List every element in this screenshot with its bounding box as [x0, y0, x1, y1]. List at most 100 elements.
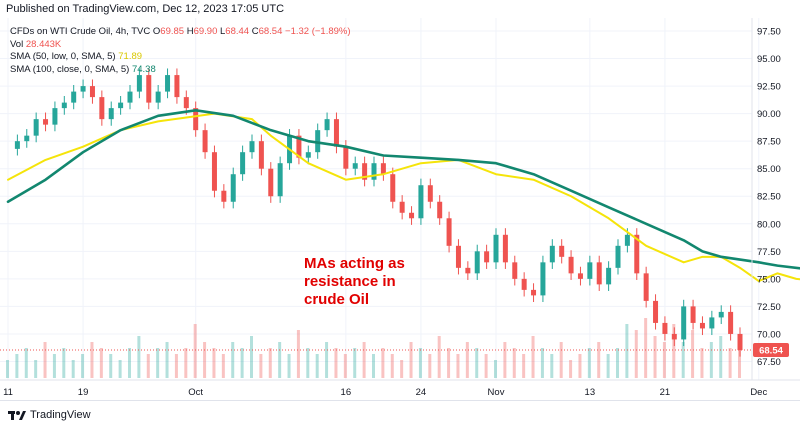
- candle-body: [653, 300, 659, 323]
- candle-body: [690, 306, 696, 323]
- legend-change: −1.32 (−1.89%): [285, 26, 351, 37]
- volume-bar: [372, 354, 375, 378]
- last-price-label: 68.54: [759, 346, 783, 357]
- volume-bar: [512, 348, 516, 378]
- footer: TradingView: [0, 400, 800, 430]
- volume-bar: [174, 354, 178, 378]
- chart-legend: CFDs on WTI Crude Oil, 4h, TVC O69.85 H6…: [10, 26, 351, 76]
- candle-body: [362, 163, 368, 180]
- candle-body: [465, 267, 471, 274]
- candle-body: [596, 262, 602, 285]
- candle-body: [174, 75, 180, 98]
- sma50-line: [7, 112, 800, 283]
- volume-bar: [381, 348, 385, 378]
- volume-bar: [296, 330, 300, 378]
- volume-bar: [156, 348, 160, 378]
- candle-body: [418, 185, 424, 219]
- candle-body: [193, 108, 199, 131]
- time-tick-label: 21: [660, 387, 671, 398]
- candle-body: [61, 102, 67, 109]
- volume-bar: [662, 342, 666, 378]
- volume-bar: [109, 354, 113, 378]
- tradingview-logo[interactable]: TradingView: [8, 409, 91, 421]
- last-price-badge: [753, 343, 789, 358]
- volume-bar: [447, 348, 451, 378]
- price-chart[interactable]: 97.50 95.00 92.50 90.00 87.50 85.00 82.50 80.00…: [0, 0, 800, 400]
- time-tick-label: Dec: [750, 387, 767, 398]
- tradingview-icon: [8, 411, 26, 420]
- volume-bar: [709, 342, 713, 378]
- volume-bar: [522, 354, 526, 378]
- volume-bar: [165, 342, 169, 378]
- candle-body: [99, 97, 105, 120]
- volume-bar: [43, 342, 47, 378]
- chart-annotation: MAs acting as resistance in crude Oil: [304, 255, 405, 308]
- volume-bar: [644, 318, 648, 378]
- candle-body: [211, 152, 217, 191]
- candle-body: [155, 91, 161, 103]
- volume-bar: [343, 354, 347, 378]
- volume-bar: [634, 330, 638, 378]
- price-tick-label: 90.00: [757, 109, 781, 120]
- volume-bar: [625, 324, 629, 378]
- candle-body: [221, 190, 227, 202]
- sma100-line: [6, 109, 800, 270]
- legend-open-value: 69.85: [160, 26, 185, 37]
- legend-volume-label: Vol: [10, 38, 24, 50]
- time-tick-label: 24: [416, 387, 427, 398]
- legend-open-label: O: [152, 26, 161, 37]
- candle-body: [446, 218, 452, 246]
- volume-bar: [259, 354, 263, 378]
- candle-body: [249, 141, 255, 153]
- candle-body: [296, 135, 302, 158]
- candle-body: [14, 141, 20, 149]
- candle-body: [577, 273, 583, 279]
- legend-high-value: 69.90: [193, 26, 218, 37]
- candle-body: [624, 234, 630, 246]
- volume-bar: [278, 342, 282, 378]
- volume-bar: [193, 324, 197, 378]
- legend-high-label: H: [186, 26, 194, 37]
- volume-bar: [484, 354, 488, 378]
- volume-bar: [231, 342, 235, 378]
- tradingview-brand: TradingView: [30, 409, 91, 421]
- volume-bar: [118, 360, 122, 378]
- legend-low-label: L: [220, 26, 226, 37]
- price-tick-label: 75.00: [757, 274, 781, 285]
- volume-bar: [550, 354, 554, 378]
- legend-symbol-row: CFDs on WTI Crude Oil, 4h, TVC O69.85 H6…: [10, 26, 351, 39]
- legend-sma100-row: SMA (100, close, 0, SMA, 5) 74.38: [10, 64, 351, 77]
- volume-bar: [456, 354, 460, 378]
- candle-body: [343, 146, 349, 169]
- candle-body: [540, 262, 546, 296]
- volume-bar: [672, 324, 676, 378]
- time-tick-label: Nov: [488, 387, 505, 398]
- volume-bar: [52, 354, 56, 378]
- candle-body: [202, 130, 208, 153]
- candle-body: [681, 306, 687, 340]
- volume-bar: [569, 360, 573, 378]
- volume-bar: [128, 348, 131, 378]
- volume-bar: [738, 342, 741, 378]
- volume-bar: [221, 354, 225, 378]
- candle-body: [643, 273, 649, 301]
- volume-bar: [437, 336, 441, 378]
- volume-bar: [90, 342, 94, 378]
- candle-body: [33, 119, 39, 136]
- time-tick-label: 11: [3, 387, 13, 398]
- volume-bar: [728, 348, 732, 378]
- volume-bar: [465, 342, 469, 378]
- volume-bar: [606, 354, 610, 378]
- candle-body: [568, 256, 574, 274]
- candle-body: [531, 289, 537, 296]
- legend-close-label: C: [251, 26, 259, 37]
- volume-bar: [325, 342, 329, 378]
- price-tick-label: 70.00: [757, 329, 781, 340]
- price-tick-label: 72.50: [757, 302, 781, 313]
- price-tick-label: 77.50: [757, 247, 781, 258]
- time-tick-label: 13: [585, 387, 596, 398]
- volume-bar: [287, 354, 291, 378]
- legend-sma100-label: SMA (100, close, 0, SMA, 5): [10, 63, 130, 75]
- candle-body: [737, 333, 743, 351]
- volume-bar: [184, 348, 188, 378]
